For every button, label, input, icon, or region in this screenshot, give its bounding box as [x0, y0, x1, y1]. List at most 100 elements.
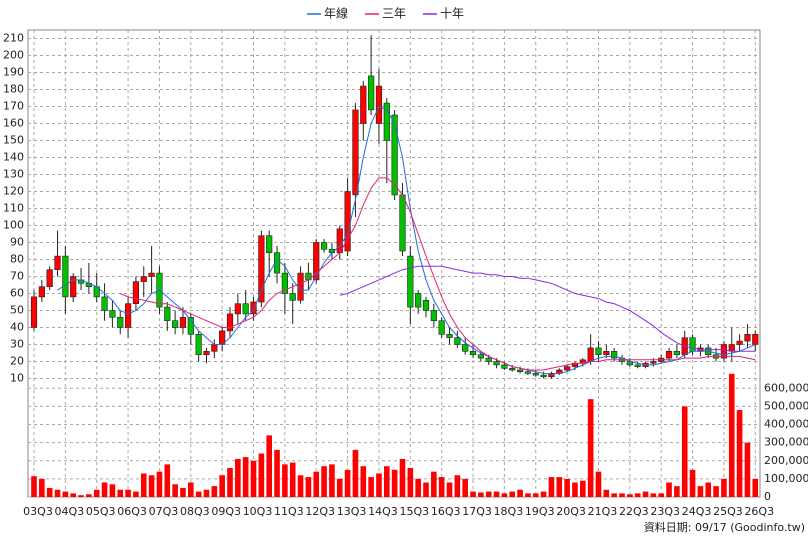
volume-bar: [344, 469, 351, 497]
volume-bar: [744, 442, 751, 497]
volume-bar: [133, 491, 139, 497]
volume-bar: [211, 486, 218, 497]
candle-body: [258, 235, 265, 303]
y-tick-label: 40: [10, 321, 24, 334]
y-tick-label: 120: [3, 185, 24, 198]
y-tick-label: 100: [3, 219, 24, 232]
x-tick-label: 18Q3: [494, 505, 524, 518]
volume-bar: [164, 464, 171, 497]
y-tick-label: 80: [10, 253, 24, 266]
candle-body: [234, 303, 241, 315]
candle-body: [320, 242, 328, 250]
volume-bar: [407, 468, 414, 497]
ma-line: [57, 105, 756, 375]
candle-body: [603, 350, 610, 355]
volume-bar: [532, 493, 539, 497]
candle-body: [477, 354, 484, 359]
volume-bar: [415, 478, 421, 497]
candle-body: [140, 276, 147, 282]
y2-tick-label: 600,000: [764, 381, 808, 394]
candle-body: [430, 310, 437, 321]
candle-body: [611, 350, 618, 359]
candle-body: [360, 85, 367, 124]
candle-body: [54, 255, 61, 271]
x-tick-label: 13Q3: [337, 505, 367, 518]
y2-tick-label: 200,000: [764, 454, 808, 467]
candle-body: [132, 281, 140, 305]
y2-tick-label: 0: [764, 490, 771, 503]
volume-bar: [752, 478, 759, 497]
candle-body: [665, 350, 673, 359]
volume-bar: [681, 406, 688, 497]
candle-body: [250, 301, 257, 315]
volume-bar: [250, 460, 257, 497]
volume-bar: [101, 482, 108, 497]
candle-body: [368, 75, 375, 111]
candle-body: [124, 303, 132, 328]
volume-bar: [125, 489, 131, 497]
x-tick-label: 08Q3: [180, 505, 210, 518]
volume-bar: [509, 491, 516, 497]
volume-bar: [172, 484, 178, 497]
volume-bar: [462, 478, 468, 497]
candle-body: [399, 194, 406, 252]
plot-frame: [27, 29, 761, 498]
candle-body: [62, 255, 69, 298]
volume-bar: [305, 477, 312, 497]
volume-bar: [289, 462, 296, 497]
x-tick-label: 07Q3: [149, 505, 179, 518]
candle-body: [391, 114, 398, 196]
volume-bar: [352, 449, 359, 497]
candle-body: [485, 357, 492, 362]
candle-body: [226, 313, 234, 332]
y-tick-label: 130: [3, 168, 24, 181]
y-tick-label: 60: [10, 287, 24, 300]
y-tick-label: 140: [3, 151, 24, 164]
volume-bar: [540, 491, 547, 497]
volume-bar: [438, 477, 445, 497]
volume-bar: [485, 491, 492, 497]
candle-body: [501, 364, 508, 369]
candle-body: [736, 340, 743, 345]
y-tick-label: 10: [10, 372, 24, 385]
candle-body: [101, 296, 108, 311]
volume-bar: [446, 482, 453, 497]
x-tick-label: 14Q3: [368, 505, 398, 518]
candle-body: [548, 373, 555, 378]
candle-body: [509, 367, 516, 371]
volume-bar: [525, 493, 531, 497]
volume-bar: [235, 458, 241, 497]
volume-bar: [454, 475, 461, 497]
candle-body: [422, 299, 430, 311]
candle-body: [375, 85, 383, 124]
volume-bar: [634, 493, 641, 497]
volume-bar: [195, 491, 202, 497]
x-tick-label: 23Q3: [650, 505, 680, 518]
volume-bar: [587, 399, 594, 497]
volume-bar: [674, 486, 680, 497]
candle-body: [179, 316, 187, 328]
volume-bar: [360, 466, 367, 497]
volume-bar: [713, 486, 719, 497]
candle-body: [728, 344, 735, 352]
candle-body: [117, 316, 124, 328]
legend-label: 三年: [382, 7, 406, 21]
volume-bar: [227, 468, 233, 497]
x-tick-label: 22Q3: [619, 505, 649, 518]
candle-body: [297, 272, 304, 301]
volume-bar: [266, 435, 272, 497]
volume-bar: [697, 486, 704, 497]
volume-bar: [423, 482, 429, 497]
ma-line: [339, 265, 756, 352]
volume-bar: [666, 482, 672, 497]
y-tick-label: 110: [3, 202, 24, 215]
candle-body: [415, 293, 422, 308]
candle-body: [532, 373, 539, 376]
y-tick-label: 90: [10, 236, 24, 249]
volume-bar: [336, 478, 343, 497]
volume-bar: [391, 469, 398, 497]
candle-body: [673, 350, 680, 355]
y-tick-label: 30: [10, 338, 24, 351]
y-tick-label: 70: [10, 270, 24, 283]
volume-bar: [329, 464, 335, 497]
